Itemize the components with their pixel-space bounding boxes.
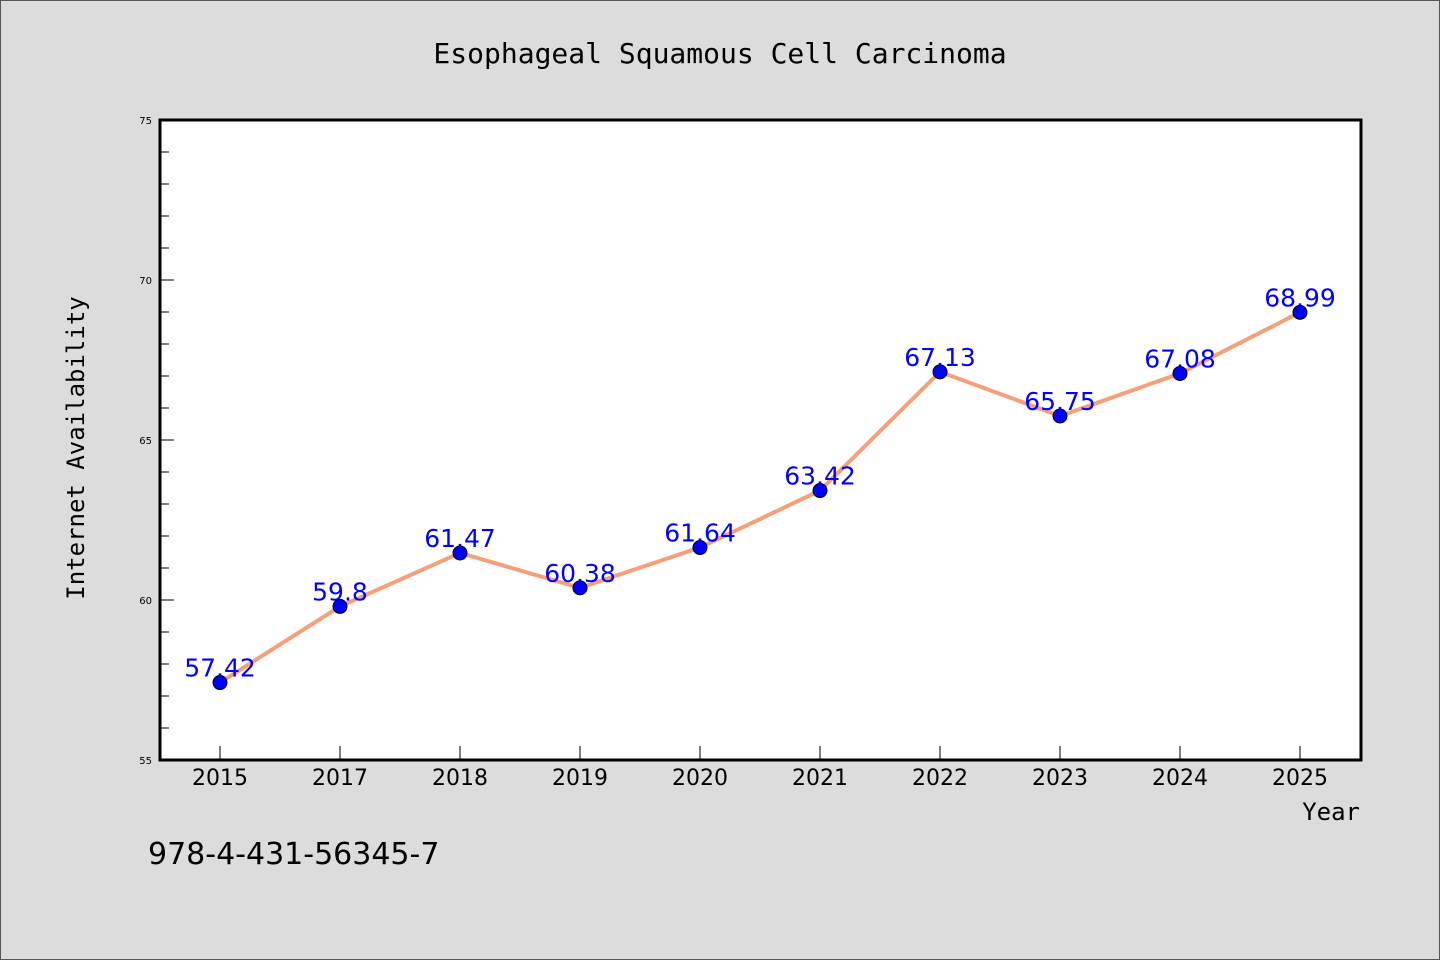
data-point — [812, 483, 828, 499]
data-label: 60.38 — [544, 559, 616, 588]
x-ticks: 2015 2017 2018 2019 2020 2021 2022 2023 2024 2025 — [192, 746, 1328, 791]
x-tick-label: 2023 — [1032, 766, 1088, 791]
data-point — [452, 545, 468, 561]
y-tick-label: 70 — [139, 276, 152, 287]
x-tick-label: 2018 — [432, 766, 488, 791]
data-label: 61.47 — [424, 524, 496, 553]
data-label: 63.42 — [784, 462, 856, 491]
data-point — [212, 675, 228, 691]
y-tick-label: 65 — [139, 436, 152, 447]
data-point — [1172, 365, 1188, 381]
data-label: 67.13 — [904, 343, 976, 372]
x-tick-label: 2025 — [1272, 766, 1328, 791]
plot-area — [160, 120, 1361, 760]
data-label: 65.75 — [1024, 387, 1096, 416]
data-point — [572, 580, 588, 596]
data-point — [1292, 304, 1308, 320]
data-point — [932, 364, 948, 380]
x-tick-label: 2022 — [912, 766, 968, 791]
y-tick-label: 75 — [139, 116, 152, 127]
y-axis-label: Internet Availability — [62, 296, 90, 599]
y-tick-label: 55 — [139, 756, 152, 767]
chart-title: Esophageal Squamous Cell Carcinoma — [433, 37, 1006, 70]
x-tick-label: 2021 — [792, 766, 848, 791]
series-group: 57.42 59.8 61.47 60.38 61.64 63.42 67.13 65.75 6… — [184, 283, 1336, 691]
plot-border — [158, 118, 1363, 762]
data-label: 59.8 — [312, 577, 368, 606]
x-tick-label: 2020 — [672, 766, 728, 791]
y-tick-label: 60 — [139, 596, 152, 607]
x-tick-label: 2019 — [552, 766, 608, 791]
data-label: 61.64 — [664, 519, 736, 548]
data-label: 68.99 — [1264, 283, 1336, 312]
x-tick-label: 2024 — [1152, 766, 1208, 791]
data-label: 67.08 — [1144, 344, 1216, 373]
data-label: 57.42 — [184, 654, 256, 683]
x-tick-label: 2017 — [312, 766, 368, 791]
data-point — [692, 540, 708, 556]
x-tick-label: 2015 — [192, 766, 248, 791]
series-line — [218, 310, 1302, 685]
data-point — [332, 598, 348, 614]
footer-code: 978-4-431-56345-7 — [148, 837, 439, 872]
x-axis-label: Year — [1302, 798, 1360, 826]
data-point — [1052, 408, 1068, 424]
